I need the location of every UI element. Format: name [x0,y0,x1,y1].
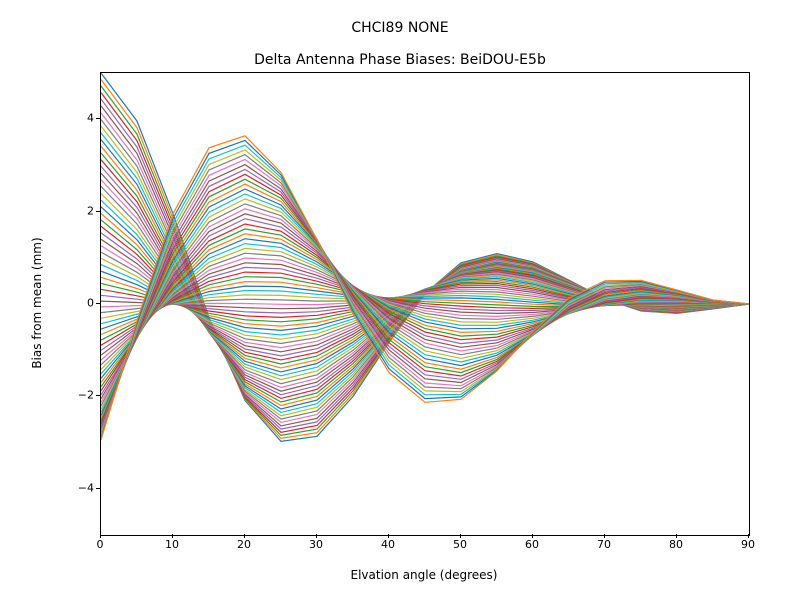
ytick-mark [96,303,100,304]
xtick-label: 30 [309,538,323,551]
xtick-label: 90 [741,538,755,551]
xtick-label: 70 [597,538,611,551]
ytick-label: 0 [54,297,94,310]
figure-suptitle: CHCI89 NONE [0,20,800,36]
xtick-label: 0 [97,538,104,551]
xtick-mark [172,534,173,538]
plot-area [100,72,750,536]
ytick-mark [96,211,100,212]
xtick-mark [532,534,533,538]
xtick-mark [100,534,101,538]
xtick-mark [748,534,749,538]
line-series-group [101,73,749,535]
ytick-label: 4 [54,112,94,125]
xtick-mark [244,534,245,538]
xtick-mark [388,534,389,538]
xtick-label: 20 [237,538,251,551]
xtick-mark [460,534,461,538]
ytick-mark [96,395,100,396]
line-series [101,80,749,439]
y-axis-label: Bias from mean (mm) [30,72,50,534]
line-series [101,106,749,426]
xtick-label: 80 [669,538,683,551]
xtick-label: 60 [525,538,539,551]
ytick-mark [96,488,100,489]
ytick-label: 2 [54,204,94,217]
xtick-label: 40 [381,538,395,551]
figure: CHCI89 NONE Delta Antenna Phase Biases: … [0,0,800,600]
line-series [101,93,749,433]
xtick-label: 10 [165,538,179,551]
xtick-label: 50 [453,538,467,551]
ytick-label: −2 [54,389,94,402]
x-axis-label: Elvation angle (degrees) [100,568,748,582]
chart-title: Delta Antenna Phase Biases: BeiDOU-E5b [0,52,800,68]
xtick-mark [316,534,317,538]
xtick-mark [604,534,605,538]
xtick-mark [676,534,677,538]
ytick-label: −4 [54,481,94,494]
ytick-mark [96,118,100,119]
